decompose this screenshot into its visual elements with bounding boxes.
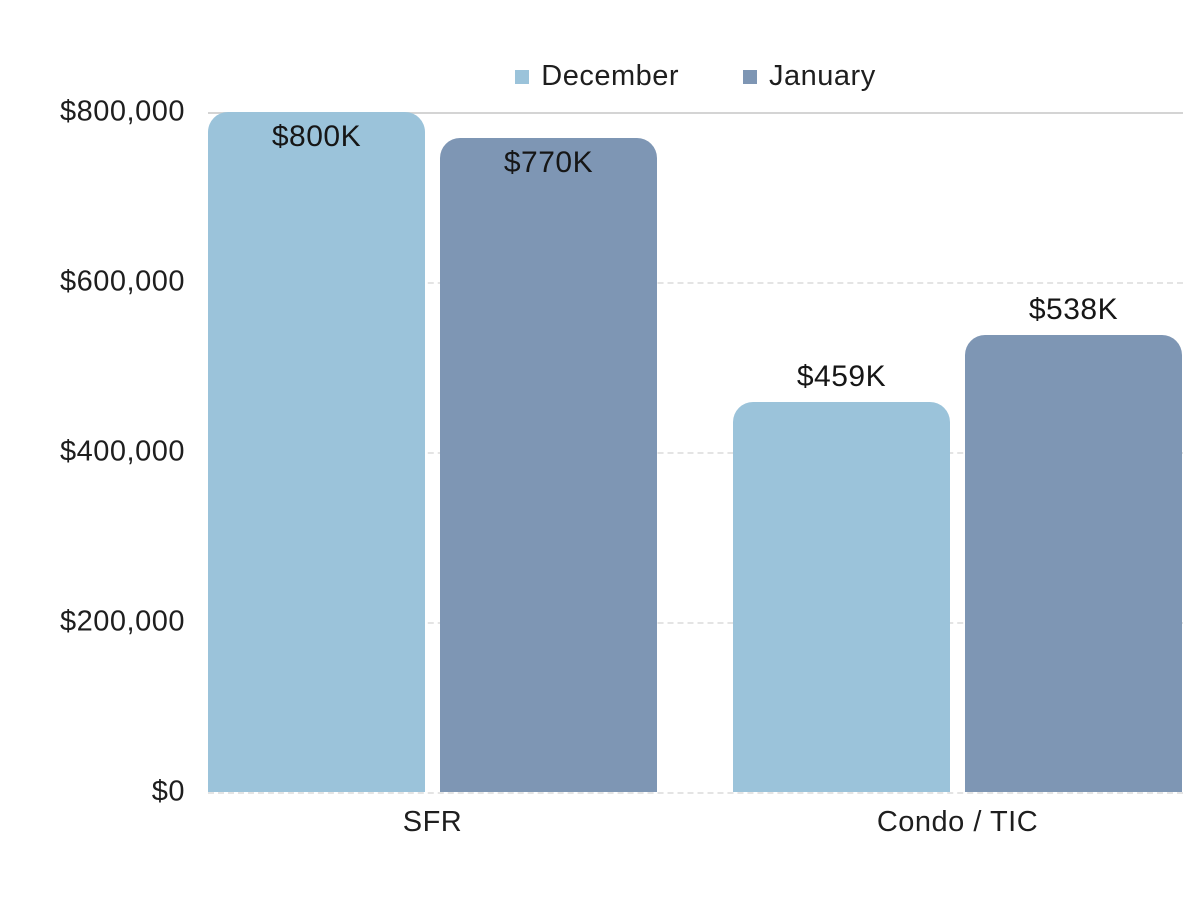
gridline-0 — [208, 792, 1183, 794]
bar-december-condotic — [733, 401, 950, 792]
gridline-600000 — [208, 282, 1183, 284]
y-tick-label-600000: $600,000 — [60, 265, 185, 298]
legend-item-december: December — [515, 60, 679, 93]
bar-value-label-january-condotic: $538K — [1028, 292, 1119, 326]
bar-value-label-december-condotic: $459K — [796, 359, 887, 393]
x-tick-label-condotic: Condo / TIC — [876, 806, 1039, 838]
january-swatch-icon — [743, 69, 758, 84]
december-swatch-icon — [515, 69, 530, 84]
bar-january-sfr — [440, 137, 657, 792]
x-tick-label-sfr: SFR — [402, 806, 463, 838]
bar-december-sfr — [208, 112, 425, 792]
bar-value-label-december-sfr: $800K — [271, 120, 362, 153]
gridline-400000 — [208, 452, 1183, 454]
gridline-800000 — [208, 112, 1183, 114]
legend-label-december: December — [541, 60, 680, 92]
legend-item-january: January — [743, 60, 876, 93]
gridline-200000 — [208, 622, 1183, 624]
y-tick-label-400000: $400,000 — [60, 435, 185, 468]
y-tick-label-800000: $800,000 — [60, 95, 185, 128]
bar-value-label-january-sfr: $770K — [503, 145, 594, 179]
legend-label-january: January — [769, 60, 876, 92]
y-tick-label-0: $0 — [151, 775, 185, 808]
y-tick-label-200000: $200,000 — [60, 605, 185, 638]
chart-legend: December January — [208, 60, 1183, 93]
bar-january-condotic — [965, 334, 1182, 792]
